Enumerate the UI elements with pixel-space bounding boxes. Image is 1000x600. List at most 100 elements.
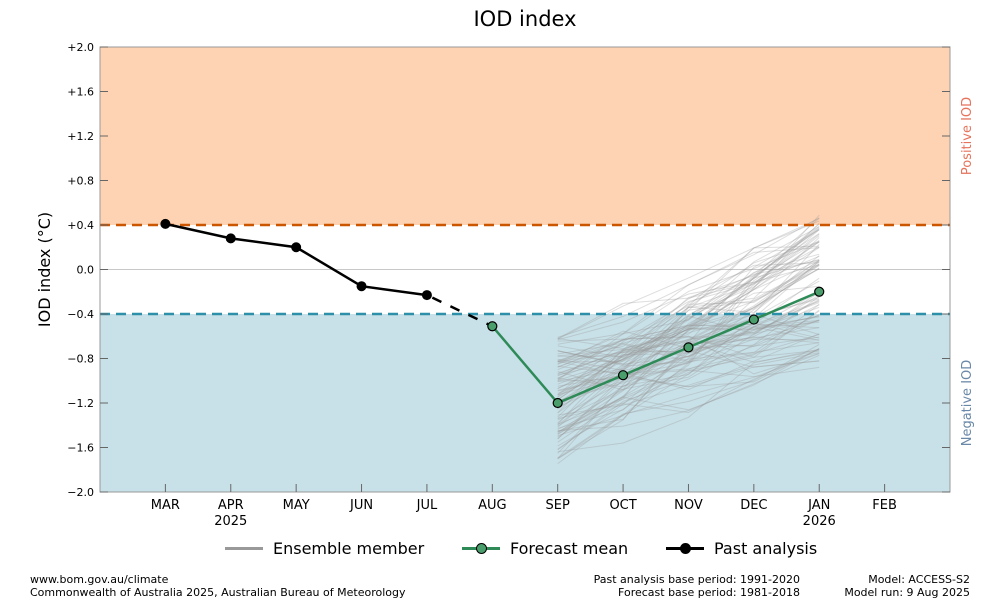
y-tick-label: −1.6 (67, 442, 94, 455)
ensemble-member-line (557, 347, 820, 430)
legend-item-past: Past analysis (666, 536, 817, 560)
ensemble-member-line (557, 353, 820, 465)
ensemble-member-line (557, 366, 820, 387)
ensemble-member-line (557, 333, 820, 404)
y-tick-label: +2.0 (67, 41, 94, 54)
ensemble-member-line (557, 315, 820, 359)
ensemble-member-line (557, 247, 820, 426)
ensemble-member-line (557, 313, 820, 350)
footer-copyright: Commonwealth of Australia 2025, Australi… (30, 586, 406, 599)
ensemble-member-line (557, 259, 820, 376)
ensemble-member-line (557, 253, 820, 404)
ensemble-member-line (557, 299, 820, 394)
ensemble-member-line (557, 226, 820, 381)
x-tick-label: FEB (872, 498, 897, 513)
legend-label-ensemble: Ensemble member (273, 538, 425, 558)
legend-item-forecast: Forecast mean (462, 536, 628, 560)
forecast-mean-line (491, 290, 820, 405)
ensemble-member-line (557, 247, 820, 338)
legend-label-past: Past analysis (714, 538, 818, 558)
ensemble-member-line (557, 354, 820, 432)
ensemble-member-line (557, 280, 820, 390)
ensemble-member-line (557, 217, 820, 345)
ensemble-member-line (557, 226, 820, 418)
ensemble-member-line (557, 335, 820, 358)
ensemble-member-line (557, 227, 820, 454)
ensemble-member-line (557, 344, 820, 459)
ensemble-member-line (557, 262, 820, 362)
transition-dashed-line (426, 293, 493, 328)
ensemble-member-line (557, 259, 820, 401)
positive-iod-label: Positive IOD (960, 97, 975, 175)
footer-website: www.bom.gov.au/climate (30, 573, 169, 586)
y-tick-label: −0.4 (67, 308, 94, 321)
ensemble-member-line (557, 235, 820, 389)
ensemble-member-line (557, 304, 820, 429)
ensemble-member-line (557, 315, 820, 365)
ensemble-member-line (557, 218, 820, 396)
ensemble-member-line (557, 228, 820, 385)
positive-iod-zone (100, 47, 950, 225)
ensemble-member-line (557, 217, 820, 401)
ensemble-member-line (557, 302, 820, 437)
ensemble-member-line (557, 268, 820, 398)
x-tick-label: JUL (416, 498, 438, 513)
ensemble-member-line (557, 310, 820, 420)
ensemble-member-line (557, 258, 820, 424)
ensemble-member-line (557, 352, 820, 416)
ensemble-member-line (557, 245, 820, 340)
negative-iod-label: Negative IOD (960, 360, 975, 447)
ensemble-member-line (557, 237, 820, 396)
x-year-label: 2025 (214, 514, 247, 529)
legend-item-ensemble: Ensemble member (225, 536, 424, 560)
past-analysis-point (421, 290, 432, 301)
ensemble-member-line (557, 301, 820, 362)
ensemble-member-line (557, 229, 820, 427)
y-tick-label: −2.0 (67, 486, 94, 499)
ensemble-member-line (557, 294, 820, 421)
x-tick-label: NOV (674, 498, 703, 513)
ensemble-member-line (557, 261, 820, 392)
ensemble-member-line (557, 264, 820, 341)
legend-swatch-ensemble (225, 536, 263, 560)
y-tick-label: +0.4 (67, 219, 94, 232)
footer-model: Model: ACCESS-S2 (868, 573, 970, 586)
footer-credits: www.bom.gov.au/climate Commonwealth of A… (30, 573, 405, 599)
y-tick-label: +1.2 (67, 130, 94, 143)
ensemble-member-line (557, 214, 820, 459)
ensemble-member-line (557, 233, 820, 409)
forecast-mean-point (552, 397, 563, 409)
forecast-mean-point (487, 321, 498, 332)
x-year-label: 2026 (803, 514, 836, 529)
ensemble-member-line (557, 229, 820, 443)
ensemble-member-line (557, 241, 820, 428)
ensemble-member-line (557, 319, 820, 368)
iod-chart: IOD index +2.0 +1.6 +1.2 +0.8 +0.4 0.0 −0.4 −0.… (35, 7, 975, 529)
ensemble-member-line (557, 260, 820, 357)
ensemble-member-line (557, 263, 820, 375)
ensemble-member-line (557, 315, 820, 391)
ensemble-member-line (557, 222, 820, 460)
ensemble-member-line (557, 335, 820, 375)
y-tick-label: 0.0 (77, 264, 95, 277)
ensemble-member-line (557, 334, 820, 375)
forecast-mean-point (748, 314, 759, 325)
ensemble-member-line (557, 263, 820, 438)
negative-iod-zone (100, 314, 950, 492)
ensemble-member-line (557, 342, 820, 371)
ensemble-member-line (557, 264, 820, 440)
forecast-mean-point (683, 342, 694, 353)
past-analysis-point (160, 218, 171, 229)
ensemble-member-line (557, 267, 820, 355)
legend-swatch-forecast (462, 536, 500, 560)
ensemble-member-line (557, 321, 820, 381)
ensemble-member-line (557, 306, 820, 377)
past-analysis-point (225, 233, 236, 244)
footer-model-run: Model run: 9 Aug 2025 (844, 586, 970, 599)
x-tick-label: AUG (478, 498, 506, 513)
y-tick-label: +1.6 (67, 86, 94, 99)
y-tick-label: −1.2 (67, 397, 94, 410)
ensemble-member-line (557, 326, 820, 376)
ensemble-member-line (557, 295, 820, 451)
past-analysis-line (165, 222, 428, 297)
